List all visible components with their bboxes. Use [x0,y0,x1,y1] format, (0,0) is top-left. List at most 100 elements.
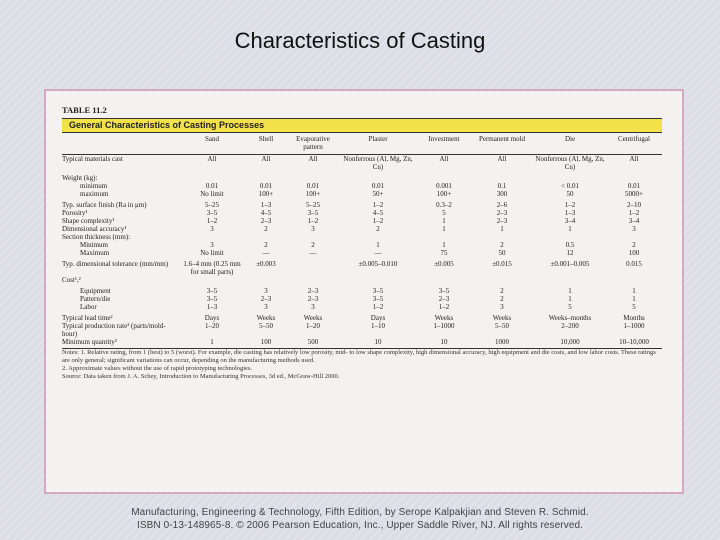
table-cell: 1 [376,241,380,249]
table-cell [470,276,534,284]
table-cell: 500 [307,338,319,346]
table-cell [534,171,606,182]
row-label: Typ. surface finish (Ra in μm) [62,201,147,209]
table-row: Maximum No limit — — — 75 50 12 100 [62,249,662,257]
table-row: Cost¹,² [62,276,662,284]
table-cell: 0.3–2 [436,201,452,209]
table-cell: 10–10,000 [619,338,649,346]
table-body: Typical materials cast All All All Nonferrou… [62,155,662,346]
table-row: Typ. surface finish (Ra in μm) 5–25 1–3 5–2… [62,198,662,209]
table-cell: 2 [264,225,268,233]
table-cell: 1–1000 [433,322,455,330]
table-cell: 50 [566,190,574,198]
table-cell: ±0.003 [256,260,276,268]
table-cell [244,171,288,182]
table-cell [606,171,662,182]
table-cell: 1 [568,225,572,233]
table-cell [338,171,418,182]
table-cell: 0.01 [306,182,320,190]
table-cell: 2–200 [561,322,579,330]
table-cell: 1–2 [372,217,384,225]
table-cell: 3 [210,225,214,233]
row-label: Minimum quantity² [62,338,117,346]
table-cell: 2–6 [496,201,508,209]
table-cell: 50 [498,249,506,257]
table-cell: Weeks [256,314,276,322]
table-cell: 1 [442,225,446,233]
table-note-2: 2. Approximate values without the use of… [62,365,253,372]
table-cell: 12 [566,249,574,257]
table-cell: — [374,249,382,257]
table-cell: 1 [568,287,572,295]
table-cell: 3–5 [206,287,218,295]
table-row: Labor 1–3 3 3 1–2 1–2 3 5 5 [62,303,662,311]
row-label: Typical production rate² (parts/mold-hou… [62,322,166,338]
table-cell: ±0.005–0.010 [358,260,398,268]
table-caption: General Characteristics of Casting Proce… [62,118,662,133]
column-header: Sand [180,133,244,155]
table-cell: Weeks [434,314,454,322]
table-cell [606,233,662,241]
table-cell [288,171,338,182]
table-cell: 2 [632,241,636,249]
table-row: minimum 0.01 0.01 0.01 0.01 0.001 0.1 < 0.01 0.0… [62,182,662,190]
table-cell: 2–3 [307,287,319,295]
table-cell: 0.01 [371,182,385,190]
table-cell: — [262,249,270,257]
table-cell: 1–2 [372,201,384,209]
table-cell: 10 [440,338,448,346]
table-cell: 1–2 [438,303,450,311]
column-header: Plaster [338,133,418,155]
table-row: Typical materials cast All All All Nonferrou… [62,155,662,172]
table-cell: 1–2 [564,201,576,209]
table-cell: 1–3 [260,201,272,209]
table-cell: 1–2 [628,209,640,217]
table-cell: 3 [210,241,214,249]
table-cell: 1–3 [206,303,218,311]
table-cell: 5 [568,303,572,311]
table-cell: 3 [264,303,268,311]
table-frame [44,89,684,494]
table-cell: 1–3 [564,209,576,217]
table-cell: 3–4 [628,217,640,225]
credit-line-1: Manufacturing, Engineering & Technology,… [131,507,589,518]
table-row: maximum No limit 100+ 100+ 50+ 100+ 300 50 5000+ [62,190,662,198]
column-header: Die [534,133,606,155]
table-cell: 3–5 [307,209,319,217]
casting-data-grid: Sand Shell Evaporative pattern Plaster Inves… [62,133,662,346]
table-cell: 1–20 [306,322,320,330]
table-cell: 2–3 [260,295,272,303]
table-cell: 1 [568,295,572,303]
table-cell: 2–3 [260,217,272,225]
column-header: Centrifugal [606,133,662,155]
table-cell: 1.6–4 mm (0.25 mm for small parts) [183,260,241,276]
row-label: Labor [80,303,97,311]
table-row: Porosity¹ 3–5 4–5 3–5 4–5 5 2–3 1–3 1–2 [62,209,662,217]
row-label: Typical materials cast [62,155,123,163]
table-row: Pattern/die 3–5 2–3 2–3 3–5 2–3 2 1 1 [62,295,662,303]
row-label: minimum [80,182,108,190]
table-source: Source: Data taken from J. A. Schey, Int… [62,373,340,380]
table-cell: 3 [500,303,504,311]
table-cell [418,276,470,284]
header-row: Sand Shell Evaporative pattern Plaster Inves… [62,133,662,155]
table-cell: 2–10 [627,201,641,209]
table-cell: 2–3 [438,295,450,303]
table-cell: 0.01 [627,182,641,190]
table-cell: 100 [628,249,640,257]
table-cell: 2 [500,287,504,295]
table-cell: Nonferrous (Al, Mg, Zn, Cu) [535,155,605,171]
table-cell: 300 [496,190,508,198]
table-cell: 0.001 [436,182,452,190]
table-cell: 2–3 [496,217,508,225]
row-label: Weight (kg): [62,174,98,182]
table-cell: 1–10 [371,322,385,330]
table-cell: 3 [632,225,636,233]
table-cell [288,257,338,276]
table-cell: 2 [311,241,315,249]
table-row: Minimum quantity² 1 100 500 10 10 1000 10,000 10… [62,338,662,346]
table-cell: 3–5 [206,295,218,303]
table-cell: Nonferrous (Al, Mg, Zn, Cu) [343,155,413,171]
row-label: Equipment [80,287,111,295]
table-cell: 100+ [258,190,274,198]
